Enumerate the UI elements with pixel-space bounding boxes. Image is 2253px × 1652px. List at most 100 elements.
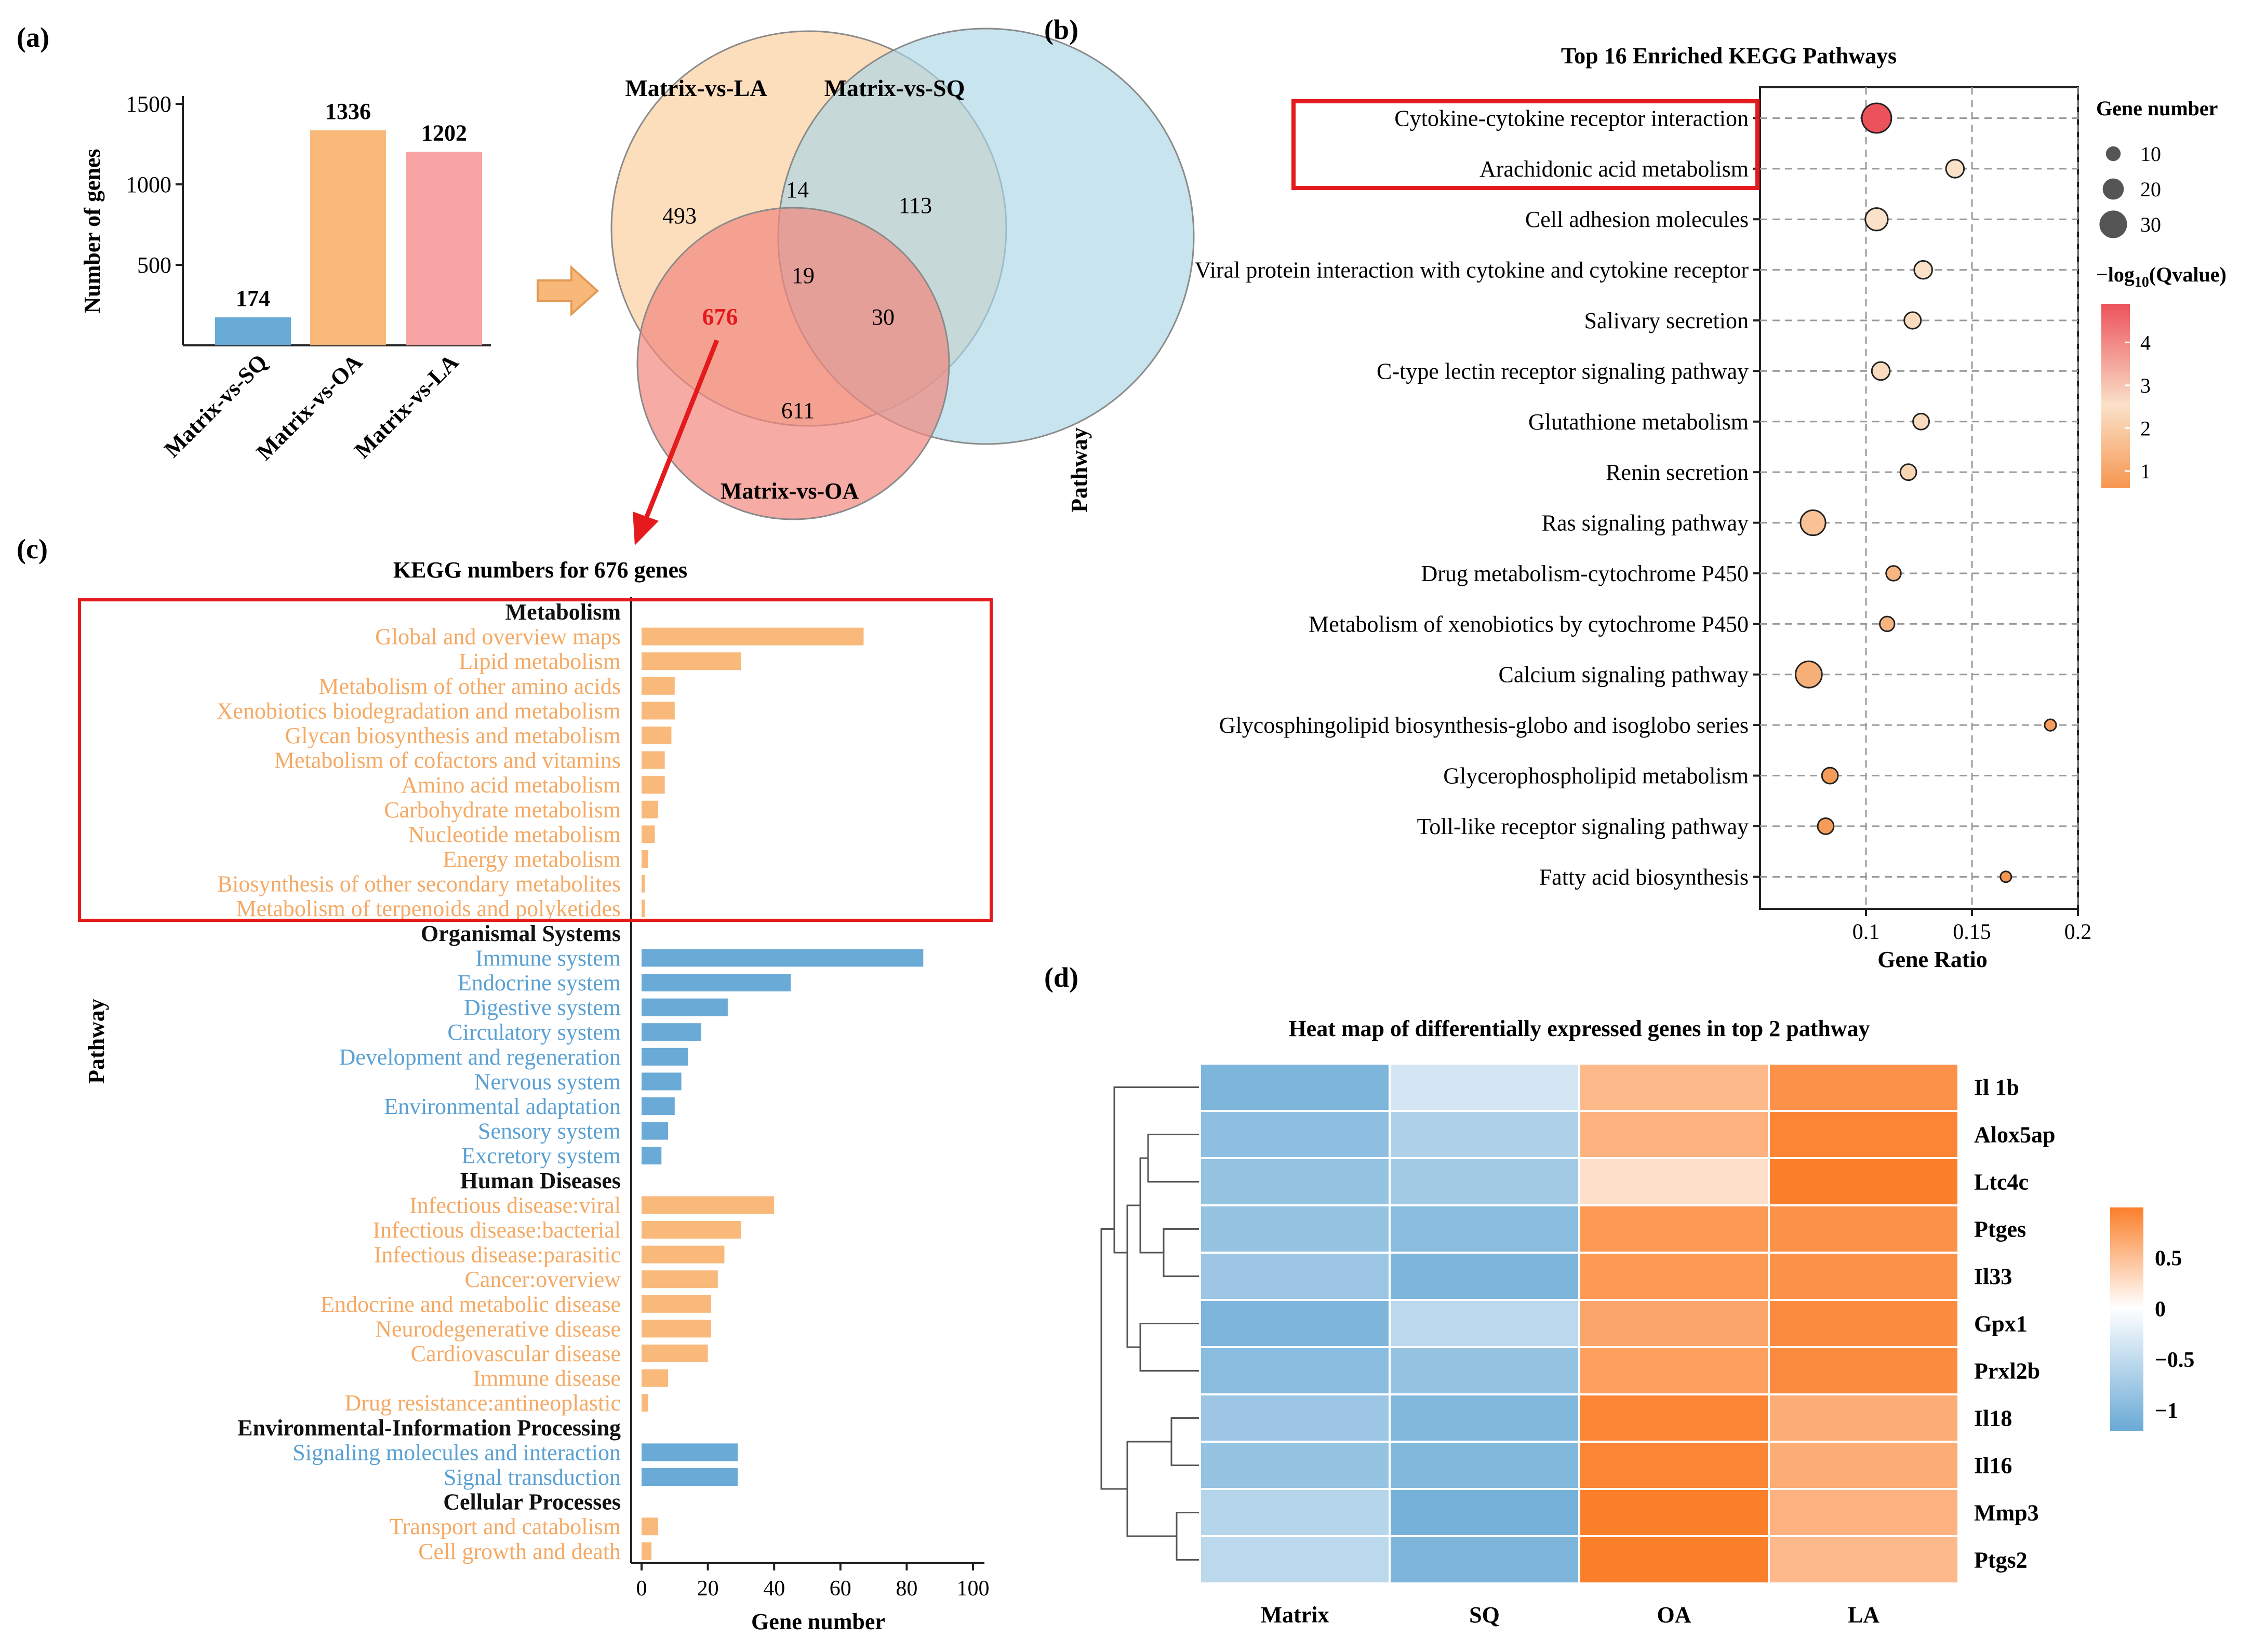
heatmap-cell — [1199, 1110, 1391, 1159]
c-x-tick-label: 80 — [896, 1577, 917, 1601]
heatmap-row-label: Ptgs2 — [1974, 1548, 2028, 1573]
heatmap-legend: 0.5 0 −0.5 −1 — [2110, 1207, 2194, 1431]
b-x-tick-label: 0.15 — [1953, 920, 1991, 944]
c-bar — [642, 850, 648, 868]
panel-b-ylabel: Pathway — [1066, 427, 1092, 513]
panel-d: (d) Heat map of differentially expressed… — [1044, 962, 2194, 1628]
legend-size: 10 20 30 — [2099, 142, 2161, 238]
heatmap-cell — [1389, 1488, 1580, 1537]
b-y-tick-label: C-type lectin receptor signaling pathway — [1377, 358, 1749, 384]
c-bar — [642, 727, 672, 744]
heatmap-cell — [1578, 1346, 1770, 1395]
b-y-tick-label: Ras signaling pathway — [1542, 511, 1749, 536]
c-bar — [642, 1320, 711, 1338]
c-bar — [642, 1196, 775, 1214]
heatmap-cell — [1199, 1157, 1391, 1206]
c-category-label: Cell growth and death — [418, 1539, 621, 1564]
legend-size-label: 20 — [2140, 178, 2161, 201]
a-y-tick-label: 1000 — [126, 172, 171, 197]
c-category-label: Energy metabolism — [443, 847, 621, 872]
c-bar — [642, 1295, 711, 1313]
dendrogram-branch — [1147, 1134, 1200, 1183]
b-point — [1821, 767, 1839, 785]
heatmap-cell — [1199, 1441, 1391, 1490]
heatmap-legend-label: 0.5 — [2155, 1247, 2182, 1271]
a-bar-matrix-vs-oa — [310, 130, 386, 345]
c-bar — [642, 1072, 682, 1091]
legend-color-label: 4 — [2140, 331, 2151, 354]
c-category-label: Drug resistance:antineoplastic — [345, 1390, 621, 1416]
legend-color-label: 1 — [2140, 460, 2151, 483]
c-bar — [642, 1097, 675, 1115]
legend-size-dot — [2099, 210, 2127, 238]
venn-circle-oa — [636, 207, 950, 520]
a-bar-value-label: 1202 — [421, 120, 467, 145]
dendrogram-branch — [1139, 1157, 1164, 1254]
highlight-box-b — [1291, 99, 1759, 190]
legend-color-title-tail: (Qvalue) — [2149, 263, 2227, 286]
panel-a-bars: 174Matrix-vs-SQ1336Matrix-vs-OA1202Matri… — [159, 99, 482, 465]
red-arrow-head-icon — [633, 512, 659, 545]
heatmap-cell — [1199, 1393, 1391, 1443]
c-bar — [642, 702, 675, 720]
c-category-label: Signaling molecules and interaction — [292, 1440, 621, 1465]
c-group-label: Organismal Systems — [421, 921, 621, 946]
c-bar — [642, 1517, 658, 1536]
c-x-tick-label: 60 — [830, 1577, 851, 1601]
heatmap-legend-label: −0.5 — [2155, 1348, 2194, 1372]
c-category-label: Cardiovascular disease — [411, 1341, 621, 1366]
legend-size-label: 30 — [2140, 213, 2161, 236]
c-category-label: Infectious disease:bacterial — [372, 1217, 621, 1243]
b-point — [1912, 412, 1930, 431]
b-point — [1871, 361, 1891, 381]
heatmap-cell — [1389, 1393, 1580, 1443]
heatmap-cell — [1389, 1063, 1580, 1112]
c-category-label: Development and regeneration — [339, 1044, 621, 1070]
c-category-label: Endocrine and metabolic disease — [321, 1292, 621, 1317]
b-y-tick-label: Metabolism of xenobiotics by cytochrome … — [1309, 611, 1749, 637]
heatmap-cell — [1768, 1346, 1959, 1395]
heatmap-cell — [1768, 1110, 1959, 1159]
heatmap-cell — [1389, 1346, 1580, 1395]
c-category-label: Immune system — [475, 945, 621, 971]
c-bar — [642, 627, 864, 646]
c-group-label: Environmental-Information Processing — [237, 1415, 621, 1441]
heatmap-cell — [1578, 1299, 1770, 1348]
c-bar — [642, 751, 665, 769]
heatmap-cell — [1768, 1252, 1959, 1301]
heatmap-cell — [1578, 1441, 1770, 1490]
venn-diagram: Matrix-vs-LA Matrix-vs-SQ Matrix-vs-OA 4… — [610, 28, 1195, 545]
heatmap-row-label: Il18 — [1974, 1406, 2012, 1431]
legend-color-title-main: −log — [2096, 263, 2135, 286]
dendrogram-branch — [1176, 1512, 1200, 1561]
heatmap-col-label: SQ — [1469, 1602, 1500, 1628]
panel-c-label: (c) — [17, 533, 48, 565]
heatmap-cell — [1578, 1252, 1770, 1301]
c-category-label: Infectious disease:parasitic — [374, 1242, 621, 1268]
c-group-label: Metabolism — [505, 599, 621, 625]
c-category-label: Transport and catabolism — [389, 1514, 621, 1539]
c-category-label: Glycan biosynthesis and metabolism — [285, 723, 621, 748]
c-bar — [642, 1443, 738, 1461]
heatmap-row-label: Prxl2b — [1974, 1359, 2040, 1384]
heatmap-cell — [1768, 1488, 1959, 1537]
c-category-label: Biosynthesis of other secondary metaboli… — [217, 871, 621, 897]
panel-c-plot: 0 20 40 60 80 100 Gene number MetabolismGlobal … — [217, 597, 990, 1634]
c-x-tick-label: 20 — [697, 1577, 719, 1601]
c-bar — [642, 899, 645, 918]
venn-count-sq-oa: 30 — [872, 304, 895, 330]
c-bar — [642, 949, 924, 967]
b-point — [1913, 260, 1933, 280]
panel-c-ylabel: Pathway — [84, 999, 109, 1084]
c-bar — [642, 1023, 701, 1041]
c-category-label: Metabolism of terpenoids and polyketides — [236, 896, 621, 921]
c-category-label: Lipid metabolism — [459, 649, 621, 674]
c-bar — [642, 1542, 652, 1560]
legend-color-title-sub: 10 — [2135, 274, 2149, 290]
heatmap-row-label: Alox5ap — [1974, 1122, 2055, 1148]
venn-count-la-only: 493 — [662, 203, 697, 229]
b-point — [1945, 159, 1965, 179]
a-y-tick-label: 1500 — [126, 91, 171, 117]
panel-c: (c) KEGG numbers for 676 genes Pathway 0… — [17, 533, 993, 1634]
legend-size-title: Gene number — [2096, 97, 2218, 120]
